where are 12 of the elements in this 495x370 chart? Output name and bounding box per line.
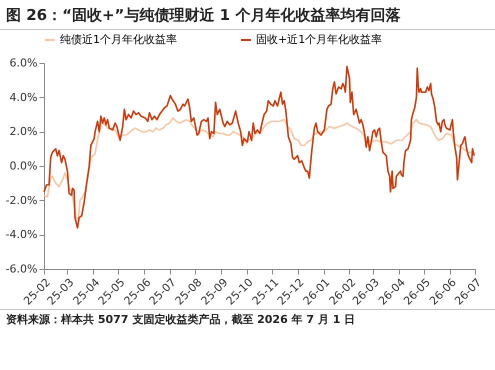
legend-label: 固收+近1个月年化收益率: [256, 33, 382, 46]
y-tick-label: -6.0%: [6, 262, 38, 276]
chart-title: 图 26：“固收+”与纯债理财近 1 个月年化收益率均有回落: [0, 0, 495, 30]
line-series: [43, 66, 475, 229]
y-tick-label: 0.0%: [10, 160, 38, 172]
text: 资料来源：样本共 5077 支固定收益类产品，截至 2026 年 7 月 1 日: [0, 309, 495, 329]
y-tick-label: 2.0%: [10, 125, 38, 138]
y-tick-label: 6.0%: [10, 56, 38, 70]
legend-label: 纯债近1个月年化收益率: [60, 33, 177, 46]
y-tick-label: 4.0%: [10, 90, 38, 104]
y-tick-label: -4.0%: [6, 228, 38, 242]
y-tick-label: -2.0%: [6, 194, 38, 207]
